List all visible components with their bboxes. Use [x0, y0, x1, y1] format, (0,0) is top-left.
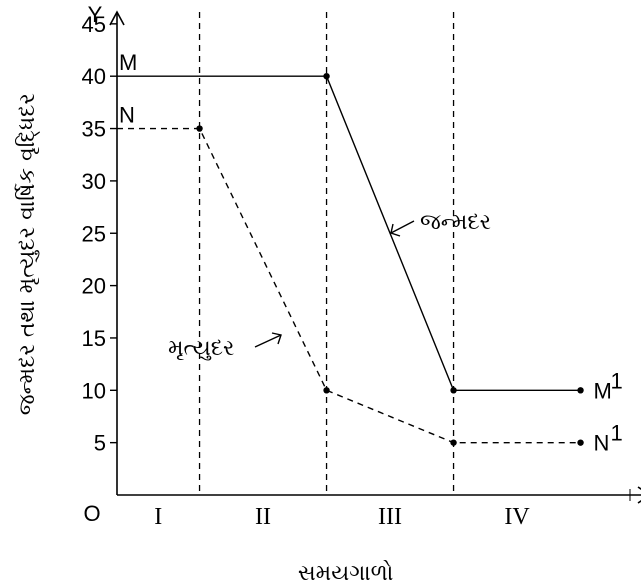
y-tick-label: 15: [82, 326, 106, 351]
series-line-1: [117, 127, 581, 444]
series-point: [196, 125, 203, 132]
series-lines: [117, 73, 584, 446]
y-axis-letter: Y: [88, 2, 103, 27]
y-tick-label: 30: [82, 169, 106, 194]
series-point: [450, 439, 457, 446]
annotation-birthrate: જન્મદર: [420, 210, 491, 235]
axes: 51015202530354045YXO: [82, 2, 641, 526]
series-point: [323, 387, 330, 394]
series-start-label: N: [119, 103, 135, 128]
annotation-deathrate: મૃત્યુદર: [168, 336, 234, 361]
annotation-birthrate-arrow: [390, 220, 415, 234]
y-tick-label: 45: [82, 12, 106, 37]
series-point: [323, 73, 330, 80]
y-tick-label: 10: [82, 378, 106, 403]
period-label: III: [378, 504, 402, 530]
annotation-deathrate-arrowhead: [271, 332, 282, 345]
y-tick-label: 40: [82, 64, 106, 89]
y-axis-arrowhead: [109, 10, 125, 26]
period-dividers: [198, 12, 455, 495]
series-line-0: [117, 75, 581, 391]
y-tick-label: 5: [94, 431, 106, 456]
series-end-label: M: [594, 378, 612, 403]
series-point: [577, 387, 584, 394]
y-axis-title: જન્મદર તથા મૃત્યુદર વાર્ષિક વૃદ્ધિદર: [15, 93, 40, 415]
series-point: [450, 387, 457, 394]
x-axis-title: સમયગાળો: [298, 560, 393, 586]
period-label: IV: [504, 504, 530, 530]
series-start-label: M: [119, 50, 137, 75]
annotation-deathrate-arrow: [254, 334, 282, 348]
series-end-label-superscript: 1: [611, 421, 623, 446]
y-tick-label: 25: [82, 221, 106, 246]
series-end-label: N: [594, 431, 610, 456]
y-tick-label: 35: [82, 117, 106, 142]
series-end-label-superscript: 1: [611, 368, 623, 393]
annotation-birthrate-arrowhead: [390, 223, 401, 237]
period-label: I: [154, 504, 162, 530]
origin-label: O: [83, 501, 100, 526]
y-tick-label: 20: [82, 274, 106, 299]
series-point: [577, 439, 584, 446]
period-label: II: [255, 504, 271, 530]
